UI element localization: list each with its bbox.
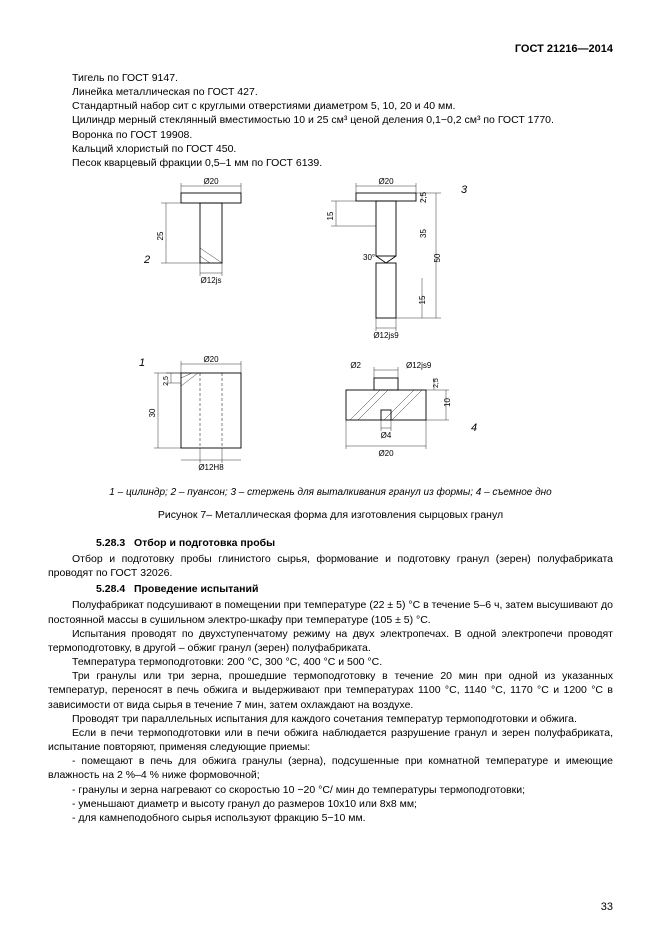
paragraph: Отбор и подготовку пробы глинистого сырь… <box>48 552 613 580</box>
paragraph: Три гранулы или три зерна, прошедшие тер… <box>48 669 613 712</box>
list-item: - помещают в печь для обжига гранулы (зе… <box>48 754 613 782</box>
part-number: 1 <box>139 357 145 369</box>
list-item: - для камнеподобного сырья используют фр… <box>48 811 613 825</box>
paragraph: Тигель по ГОСТ 9147. <box>48 71 613 85</box>
dim-label: 50 <box>433 253 442 262</box>
page-number: 33 <box>601 900 613 915</box>
list-item: - уменьшают диаметр и высоту гранул до р… <box>48 797 613 811</box>
paragraph: Если в печи термоподготовки или в печи о… <box>48 726 613 754</box>
figure-svg: Ø20 25 Ø12js 2 <box>126 178 536 478</box>
dim-label: 2,5 <box>433 378 440 388</box>
section-number: 5.28.3 <box>72 536 125 550</box>
paragraph: Воронка по ГОСТ 19908. <box>48 128 613 142</box>
dim-label: Ø20 <box>203 355 219 364</box>
dim-label: 30° <box>363 253 375 262</box>
paragraph: Испытания проводят по двухступенчатому р… <box>48 627 613 655</box>
paragraph: Полуфабрикат подсушивают в помещении при… <box>48 598 613 626</box>
paragraph: Песок кварцевый фракции 0,5–1 мм по ГОСТ… <box>48 156 613 170</box>
dim-label: 30 <box>148 408 157 417</box>
list-item: - гранулы и зерна нагревают со скоростью… <box>48 783 613 797</box>
figure-title: Рисунок 7– Металлическая форма для изгот… <box>48 508 613 522</box>
dim-label: Ø20 <box>203 178 219 186</box>
section-5-28-4-heading: 5.28.4 Проведение испытаний <box>48 582 613 596</box>
figure-legend: 1 – цилиндр; 2 – пуансон; 3 – стержень д… <box>48 486 613 500</box>
paragraph: Температура термоподготовки: 200 °С, 300… <box>48 655 613 669</box>
figure-7: Ø20 25 Ø12js 2 <box>126 178 536 478</box>
dim-label: Ø12js9 <box>406 361 432 370</box>
paragraph: Проводят три параллельных испытания для … <box>48 712 613 726</box>
paragraph: Кальций хлористый по ГОСТ 450. <box>48 142 613 156</box>
dim-label: 15 <box>326 211 335 220</box>
section-title: Отбор и подготовка пробы <box>134 537 275 549</box>
section-number: 5.28.4 <box>72 582 125 596</box>
dim-label: Ø12js9 <box>373 331 399 340</box>
dim-label: Ø20 <box>378 178 394 186</box>
dim-label: Ø2 <box>350 361 361 370</box>
dim-label: Ø4 <box>380 431 391 440</box>
dim-label: Ø20 <box>378 449 394 458</box>
dim-label: 2,5 <box>163 376 170 386</box>
paragraph: Стандартный набор сит с круглыми отверст… <box>48 99 613 113</box>
part-number: 3 <box>461 184 468 196</box>
dim-label: 15 <box>418 295 427 304</box>
section-5-28-3-heading: 5.28.3 Отбор и подготовка пробы <box>48 536 613 550</box>
dim-label: Ø12js <box>200 276 221 285</box>
part-number: 4 <box>471 422 477 434</box>
dim-label: 10 <box>443 398 452 407</box>
section-title: Проведение испытаний <box>134 583 258 595</box>
page-container: ГОСТ 21216—2014 Тигель по ГОСТ 9147. Лин… <box>0 0 661 935</box>
document-header: ГОСТ 21216—2014 <box>48 42 613 57</box>
dim-label: Ø12H8 <box>198 463 224 472</box>
dim-label: 25 <box>156 231 165 240</box>
dim-label: 2,5 <box>419 191 428 203</box>
paragraph: Линейка металлическая по ГОСТ 427. <box>48 85 613 99</box>
paragraph: Цилиндр мерный стеклянный вместимостью 1… <box>48 113 613 127</box>
part-number: 2 <box>143 254 150 266</box>
dim-label: 35 <box>419 229 428 238</box>
